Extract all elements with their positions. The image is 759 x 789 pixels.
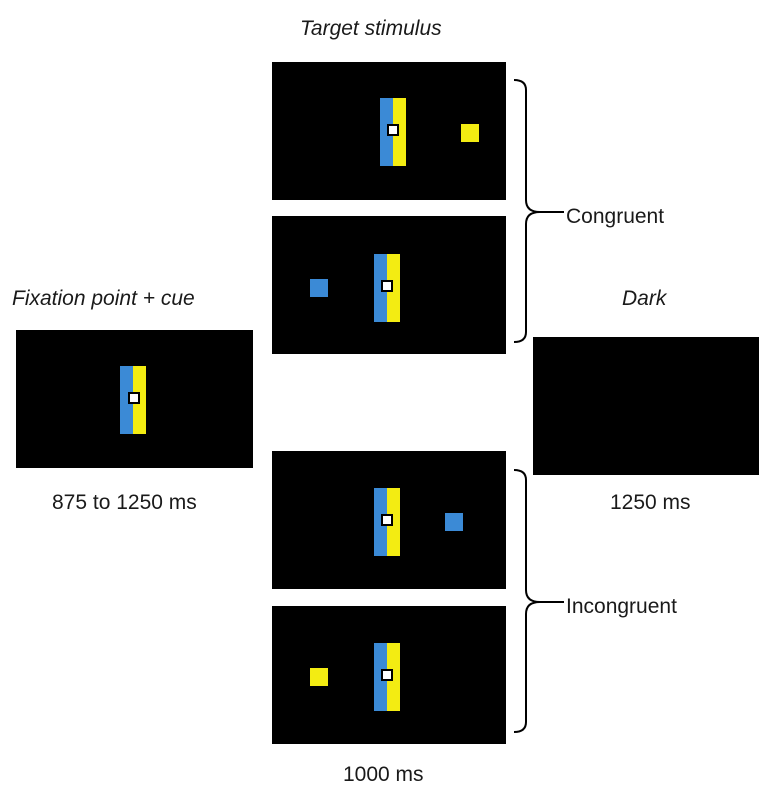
panel-congruent-left [272,216,506,354]
dark-duration-label: 1250 ms [610,491,691,514]
fixation-point [381,514,393,526]
incongruent-brace [513,469,564,733]
target-square-yellow [461,124,479,142]
cue-bar-yellow-half [387,488,400,556]
cue-bar-blue-half [120,366,133,434]
fixation-point [381,280,393,292]
target-stimulus-label: Target stimulus [300,17,442,40]
panel-incongruent-left [272,606,506,744]
cue-bar [374,488,400,556]
target-square-blue [445,513,463,531]
target-duration-label: 1000 ms [343,763,424,786]
cue-bar-blue-half [374,488,387,556]
congruent-label: Congruent [566,205,665,228]
cue-bar-blue-half [374,254,387,322]
panel-fixation-cue [16,330,253,468]
cue-bar [374,254,400,322]
fixation-cue-label: Fixation point + cue [12,287,195,310]
cue-bar-blue-half [374,643,387,711]
incongruent-label: Incongruent [566,595,677,618]
fixation-point [387,124,399,136]
panel-incongruent-right [272,451,506,589]
fixation-point [381,669,393,681]
cue-bar-yellow-half [387,254,400,322]
cue-bar [374,643,400,711]
cue-bar-yellow-half [393,98,406,166]
panel-dark [533,337,759,475]
fixation-point [128,392,140,404]
cue-bar-blue-half [380,98,393,166]
cue-bar [120,366,146,434]
cue-bar [380,98,406,166]
fixation-duration-label: 875 to 1250 ms [52,491,197,514]
panel-congruent-right [272,62,506,200]
dark-label: Dark [622,287,667,310]
target-square-blue [310,279,328,297]
target-square-yellow [310,668,328,686]
cue-bar-yellow-half [387,643,400,711]
congruent-brace [513,79,564,343]
